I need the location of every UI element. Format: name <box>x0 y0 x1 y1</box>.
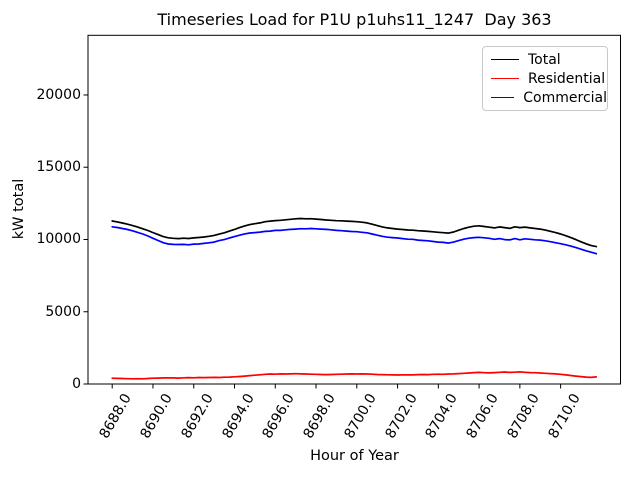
legend-line-swatch <box>491 78 519 79</box>
axes-spines <box>87 34 621 385</box>
residential-line <box>111 371 598 380</box>
y-tick-label: 20000 <box>36 86 81 103</box>
total-line <box>111 217 598 248</box>
legend-entry-residential: Residential <box>483 72 607 86</box>
y-tick-label: 15000 <box>36 159 81 176</box>
legend-label: Commercial <box>523 89 607 106</box>
x-axis-label: Hour of Year <box>310 448 399 464</box>
legend-line-swatch <box>491 59 519 60</box>
legend-label: Total <box>528 51 561 68</box>
legend: Total Residential Commercial <box>482 46 608 111</box>
legend-line-swatch <box>491 97 515 98</box>
legend-label: Residential <box>528 70 606 87</box>
legend-entry-total: Total <box>483 53 607 67</box>
chart-title: Timeseries Load for P1U p1uhs11_1247 Day… <box>157 10 552 29</box>
y-axis-label: kW total <box>11 178 27 240</box>
y-tick-label: 0 <box>72 376 81 392</box>
y-tick-label: 5000 <box>45 303 81 320</box>
y-tick-label: 10000 <box>36 231 81 248</box>
commercial-line <box>111 225 598 255</box>
legend-entry-commercial: Commercial <box>483 91 607 105</box>
